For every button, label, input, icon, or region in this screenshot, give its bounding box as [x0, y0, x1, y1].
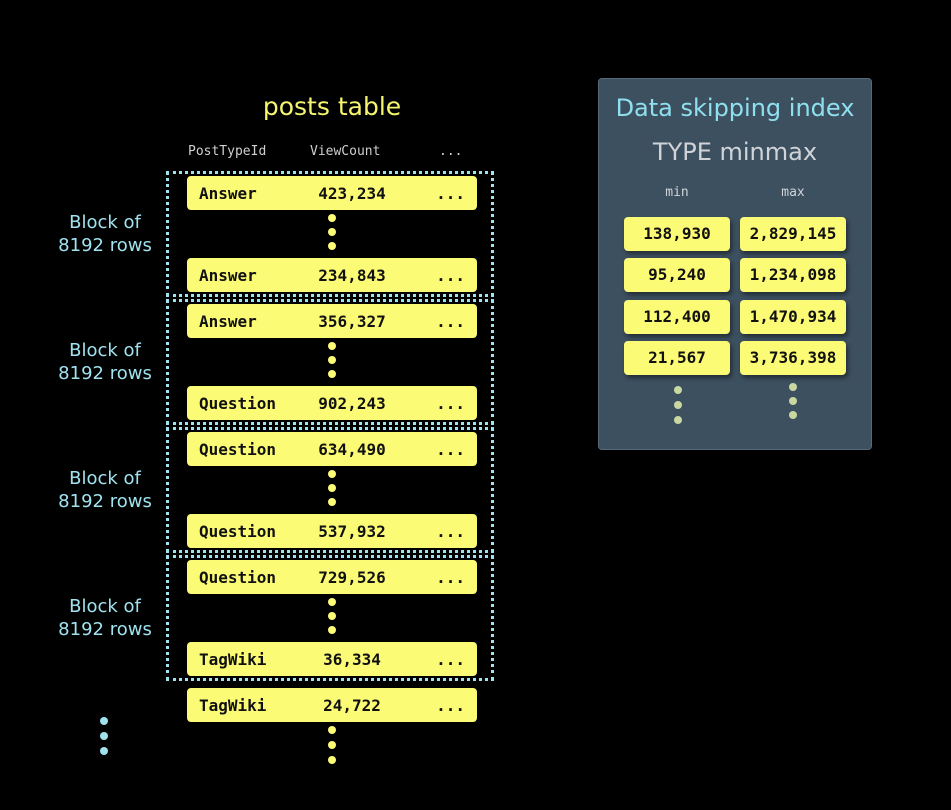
cell-post-type: Question [199, 568, 277, 587]
block-boundary [166, 171, 494, 297]
block-boundary [166, 427, 494, 553]
index-min-cell: 95,240 [624, 258, 730, 292]
ellipsis-dots-icon [328, 626, 336, 634]
cell-view-count: 634,490 [318, 440, 386, 459]
cell-post-type: TagWiki [199, 650, 267, 669]
table-row: TagWiki 36,334... [187, 642, 477, 676]
cell-post-type: Question [199, 394, 277, 413]
cell-post-type: Answer [199, 266, 257, 285]
cell-more: ... [436, 266, 465, 285]
cell-more: ... [436, 650, 465, 669]
ellipsis-dots-icon [328, 498, 336, 506]
ellipsis-dots-icon [328, 356, 336, 364]
cell-view-count: 902,243 [318, 394, 386, 413]
index-max-cell: 1,470,934 [740, 300, 846, 334]
cell-more: ... [436, 394, 465, 413]
index-min-cell: 112,400 [624, 300, 730, 334]
ellipsis-dots-icon [328, 370, 336, 378]
ellipsis-dots-icon [328, 228, 336, 236]
min-header: min [665, 185, 689, 200]
ellipsis-dots-icon [789, 411, 797, 419]
table-row: Answer 234,843... [187, 258, 477, 292]
table-row: Answer 423,234... [187, 176, 477, 210]
cell-view-count: 729,526 [318, 568, 386, 587]
posts-table-title: posts table [262, 92, 402, 121]
block-label: Block of 8192 rows [58, 212, 152, 256]
block-label: Block of 8192 rows [58, 340, 152, 384]
cell-more: ... [436, 568, 465, 587]
cell-more: ... [436, 696, 465, 715]
index-min-cell: 21,567 [624, 341, 730, 375]
cell-more: ... [436, 184, 465, 203]
block-label: Block of 8192 rows [58, 468, 152, 512]
cell-post-type: Answer [199, 184, 257, 203]
ellipsis-dots-icon [328, 242, 336, 250]
cell-view-count: 36,334 [323, 650, 381, 669]
ellipsis-dots-icon [328, 470, 336, 478]
block-label: Block of 8192 rows [58, 596, 152, 640]
ellipsis-dots-icon [328, 484, 336, 492]
ellipsis-dots-icon [100, 717, 108, 725]
ellipsis-dots-icon [789, 383, 797, 391]
cell-more: ... [436, 440, 465, 459]
ellipsis-dots-icon [674, 416, 682, 424]
index-max-cell: 1,234,098 [740, 258, 846, 292]
ellipsis-dots-icon [328, 612, 336, 620]
cell-view-count: 356,327 [318, 312, 386, 331]
ellipsis-dots-icon [328, 214, 336, 222]
ellipsis-dots-icon [328, 342, 336, 350]
max-header: max [781, 185, 805, 200]
ellipsis-dots-icon [100, 747, 108, 755]
column-header-posttypeid: PostTypeId [188, 144, 267, 159]
cell-view-count: 423,234 [318, 184, 386, 203]
cell-view-count: 537,932 [318, 522, 386, 541]
table-row: Question 537,932... [187, 514, 477, 548]
index-max-cell: 3,736,398 [740, 341, 846, 375]
ellipsis-dots-icon [674, 386, 682, 394]
block-boundary [166, 299, 494, 425]
cell-post-type: TagWiki [199, 696, 267, 715]
ellipsis-dots-icon [674, 401, 682, 409]
index-min-cell: 138,930 [624, 217, 730, 251]
column-header-viewcount: ViewCount [310, 144, 381, 159]
ellipsis-dots-icon [789, 397, 797, 405]
column-header-more: ... [439, 144, 463, 159]
cell-more: ... [436, 312, 465, 331]
cell-post-type: Answer [199, 312, 257, 331]
cell-post-type: Question [199, 522, 277, 541]
index-max-cell: 2,829,145 [740, 217, 846, 251]
block-boundary [166, 555, 494, 681]
table-row: Question 729,526... [187, 560, 477, 594]
ellipsis-dots-icon [328, 598, 336, 606]
ellipsis-dots-icon [100, 732, 108, 740]
index-title: Data skipping index [615, 94, 855, 122]
cell-view-count: 24,722 [323, 696, 381, 715]
table-row: Question 902,243... [187, 386, 477, 420]
table-row: Answer 356,327... [187, 304, 477, 338]
ellipsis-dots-icon [328, 726, 336, 734]
ellipsis-dots-icon [328, 741, 336, 749]
cell-more: ... [436, 522, 465, 541]
cell-view-count: 234,843 [318, 266, 386, 285]
table-row: TagWiki 24,722... [187, 688, 477, 722]
table-row: Question 634,490... [187, 432, 477, 466]
ellipsis-dots-icon [328, 756, 336, 764]
index-subtitle: TYPE minmax [652, 138, 818, 166]
cell-post-type: Question [199, 440, 277, 459]
